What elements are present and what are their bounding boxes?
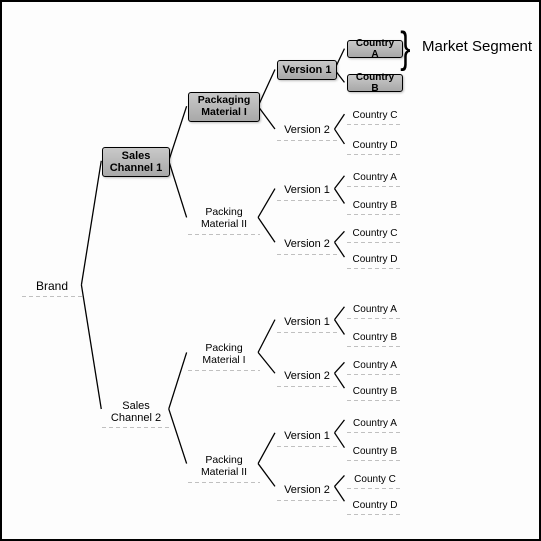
underline-cA211 (347, 318, 403, 319)
underline-v221 (277, 446, 337, 447)
edge-brand-sc1 (81, 161, 101, 285)
underline-sc2 (102, 427, 170, 428)
node-brand: Brand (22, 278, 82, 296)
edge-pm12-v121 (258, 189, 275, 218)
node-cD112: Country D (347, 136, 403, 154)
tree-diagram: Market Segment } BrandSales Channel 1Sal… (0, 0, 541, 541)
node-cD222: Country D (347, 496, 403, 514)
node-cA121: Country A (347, 168, 403, 186)
node-v122: Version 2 (277, 234, 337, 254)
underline-cC122 (347, 242, 403, 243)
edge-pm11-v112 (258, 106, 275, 129)
underline-cD222 (347, 514, 403, 515)
node-v111: Version 1 (277, 60, 337, 80)
node-cA212: Country A (347, 356, 403, 374)
node-v211: Version 1 (277, 312, 337, 332)
node-cB212: Country B (347, 382, 403, 400)
underline-pm22 (188, 482, 260, 483)
node-v222: Version 2 (277, 480, 337, 500)
edge-pm12-v122 (258, 217, 275, 242)
node-cB211: Country B (347, 328, 403, 346)
underline-cA212 (347, 374, 403, 375)
node-sc2: Sales Channel 2 (102, 397, 170, 427)
underline-cC112 (347, 124, 403, 125)
annotation-market-segment: Market Segment (422, 38, 532, 55)
node-cC222: County C (347, 470, 403, 488)
edge-pm22-v222 (258, 464, 275, 487)
underline-cA121 (347, 186, 403, 187)
underline-v211 (277, 332, 337, 333)
underline-cA221 (347, 432, 403, 433)
node-cB111: Country B (347, 74, 403, 92)
node-pm21: Packing Material I (188, 340, 260, 370)
edge-brand-sc2 (81, 285, 101, 409)
edge-pm11-v111 (258, 69, 275, 106)
node-cB121: Country B (347, 196, 403, 214)
node-v121: Version 1 (277, 180, 337, 200)
underline-cB211 (347, 346, 403, 347)
node-sc1: Sales Channel 1 (102, 147, 170, 177)
node-v112: Version 2 (277, 120, 337, 140)
underline-pm21 (188, 370, 260, 371)
underline-cB221 (347, 460, 403, 461)
edge-sc2-pm22 (169, 409, 187, 464)
underline-pm12 (188, 234, 260, 235)
node-cC122: Country C (347, 224, 403, 242)
edge-pm21-v212 (258, 352, 275, 373)
underline-cB121 (347, 214, 403, 215)
node-pm22: Packing Material II (188, 452, 260, 482)
edge-pm22-v221 (258, 433, 275, 464)
underline-v112 (277, 140, 337, 141)
edge-sc1-pm12 (169, 161, 187, 218)
edge-layer (2, 2, 539, 539)
node-v212: Version 2 (277, 366, 337, 386)
underline-v122 (277, 254, 337, 255)
underline-v222 (277, 500, 337, 501)
underline-v212 (277, 386, 337, 387)
underline-brand (22, 296, 82, 297)
node-cB221: Country B (347, 442, 403, 460)
underline-cC222 (347, 488, 403, 489)
node-pm11: Packaging Material I (188, 92, 260, 122)
node-pm12: Packing Material II (188, 204, 260, 234)
edge-pm21-v211 (258, 320, 275, 353)
node-v221: Version 1 (277, 426, 337, 446)
underline-cB212 (347, 400, 403, 401)
node-cA221: Country A (347, 414, 403, 432)
edge-sc1-pm11 (169, 106, 187, 161)
node-cA211: Country A (347, 300, 403, 318)
edge-sc2-pm21 (169, 352, 187, 409)
underline-v121 (277, 200, 337, 201)
underline-cD122 (347, 268, 403, 269)
node-cA111: Country A (347, 40, 403, 58)
node-cC112: Country C (347, 106, 403, 124)
node-cD122: Country D (347, 250, 403, 268)
underline-cD112 (347, 154, 403, 155)
